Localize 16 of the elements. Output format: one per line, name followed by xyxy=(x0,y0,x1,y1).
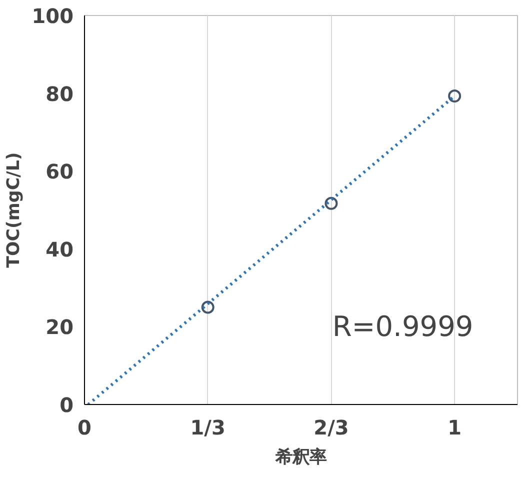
y-tick-label: 100 xyxy=(32,4,74,28)
y-tick-label: 40 xyxy=(46,237,74,262)
x-tick-label: 1 xyxy=(448,416,462,440)
x-tick-label: 0 xyxy=(78,416,92,440)
y-tick-label: 80 xyxy=(46,82,74,106)
x-axis-title: 希釈率 xyxy=(274,448,326,468)
point xyxy=(324,196,338,210)
annotation: R=0.9999 xyxy=(332,310,474,344)
y-tick-label: 20 xyxy=(46,315,74,340)
y-axis-title: TOC(mgC/L) xyxy=(4,152,24,268)
x-tick-label: 1/3 xyxy=(190,416,226,440)
point xyxy=(201,300,214,314)
point xyxy=(448,90,462,103)
x-tick-label: 2/3 xyxy=(314,416,349,440)
y-tick-label: 0 xyxy=(60,393,74,417)
y-tick-label: 60 xyxy=(46,160,74,184)
